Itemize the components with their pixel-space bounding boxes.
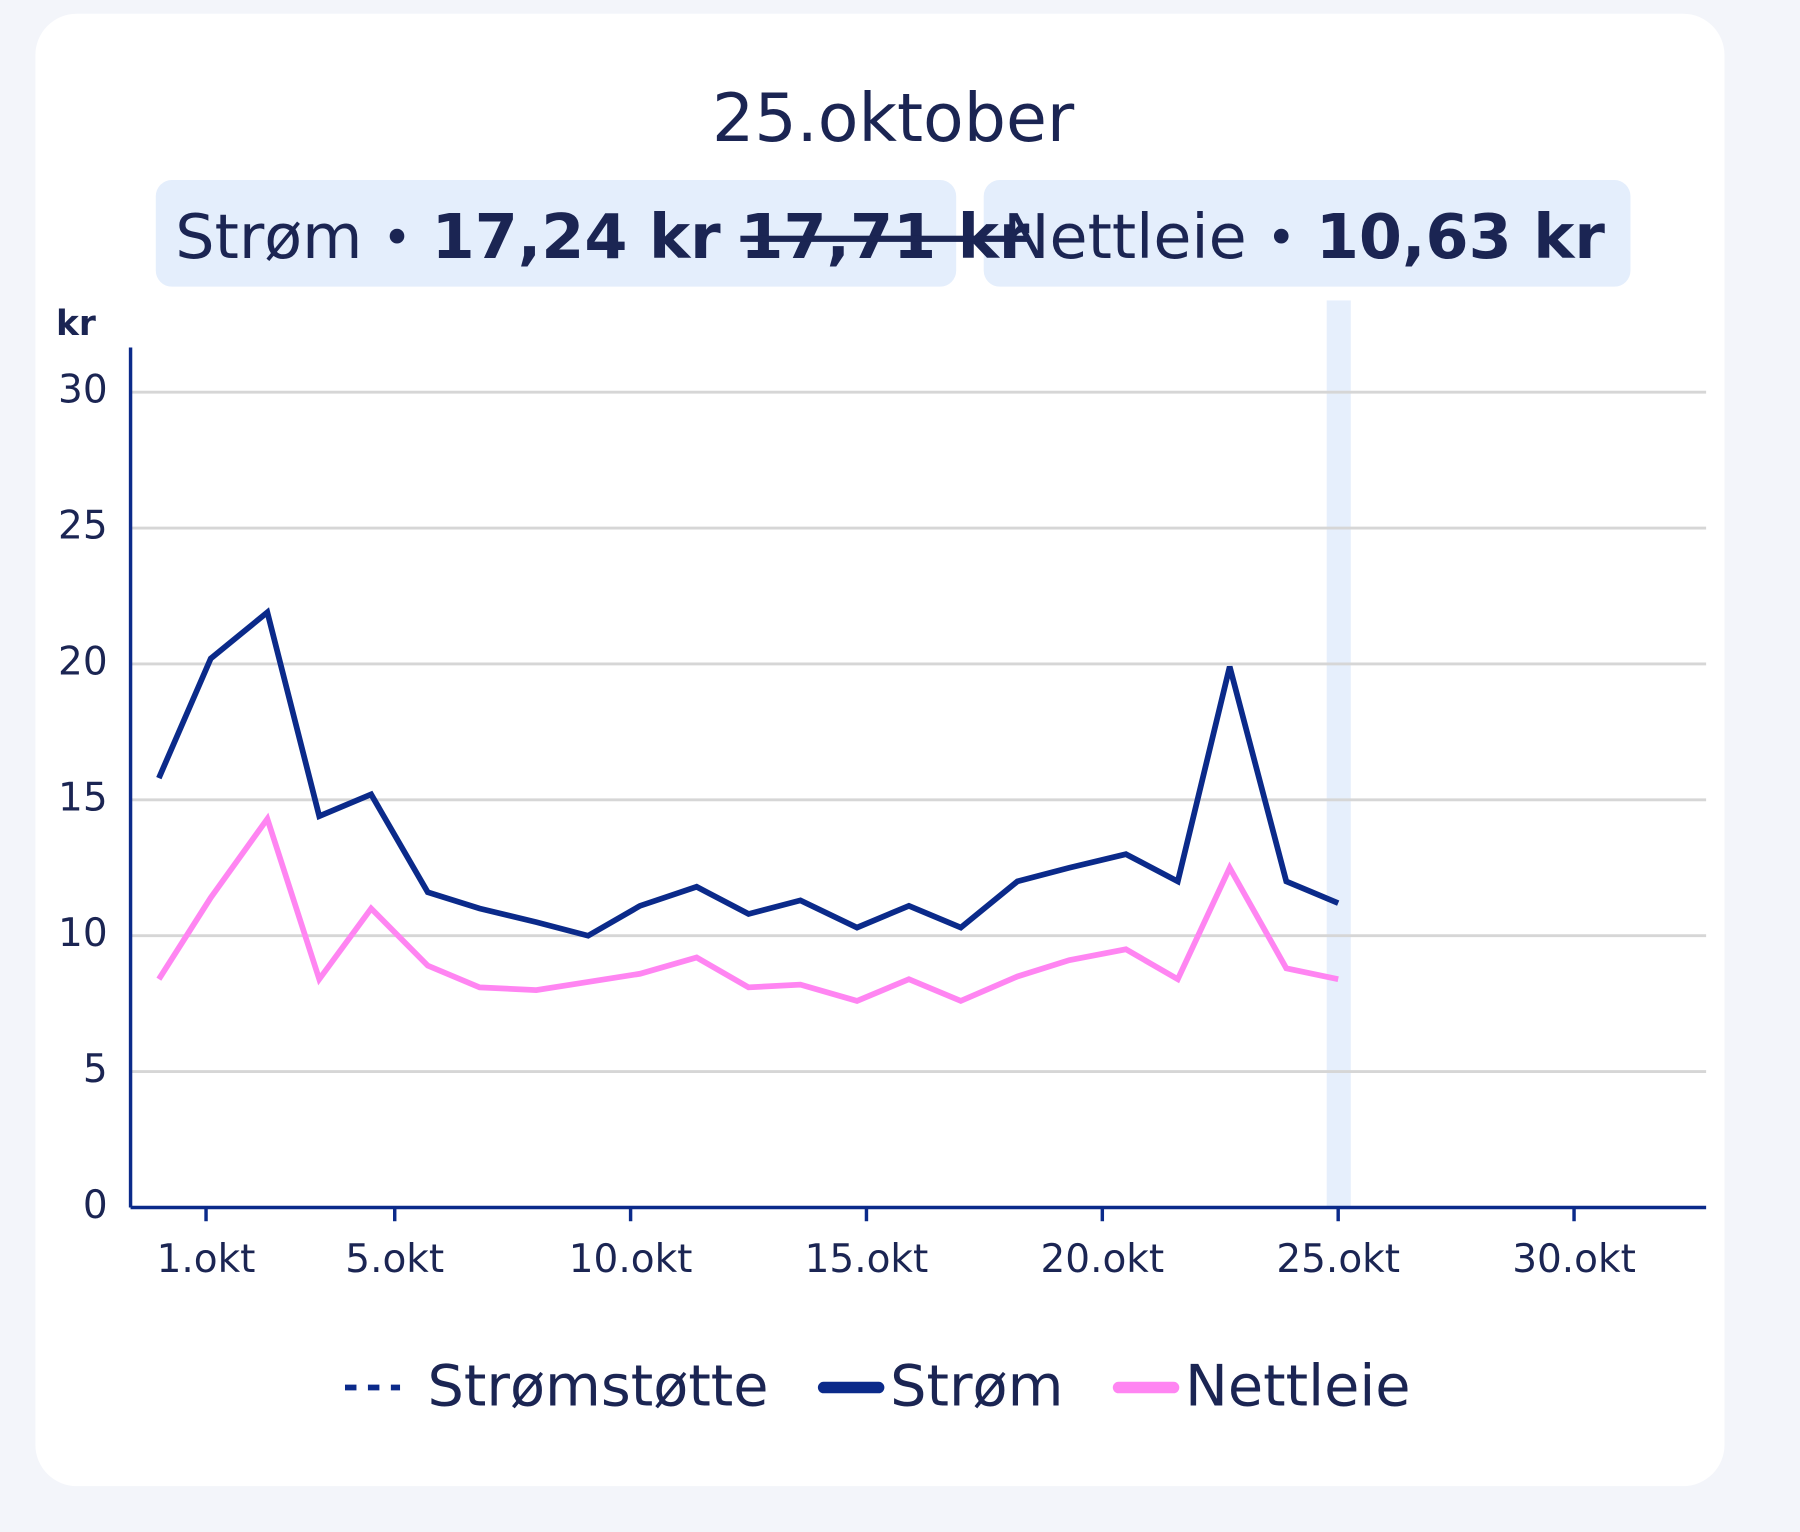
x-tick-label: 25.okt: [1276, 1237, 1400, 1282]
series-line: [156, 607, 1340, 939]
y-tick-label: 20: [58, 639, 108, 684]
legend-label: Nettleie: [1185, 1352, 1411, 1419]
summary-original-value: 17,71 kr: [740, 201, 1030, 273]
y-tick-label: 25: [58, 504, 108, 549]
summary-separator: •: [382, 207, 412, 266]
legend-item: Nettleie: [1112, 1352, 1411, 1419]
legend: Strømstøtte Strøm Nettleie: [344, 1352, 1411, 1419]
y-tick-label: 0: [83, 1183, 108, 1228]
summary-text: Strøm • 17,24 kr 17,71 kr: [175, 201, 1030, 273]
summary-pill: [155, 180, 957, 287]
summary-value: 10,63 kr: [1316, 201, 1606, 273]
x-tick-label: 1.okt: [157, 1237, 256, 1282]
y-tick-label: 5: [83, 1047, 108, 1092]
summary-pill: [983, 180, 1631, 287]
y-tick-label: 15: [58, 775, 108, 820]
x-tick-label: 15.okt: [805, 1237, 929, 1282]
series-line: [156, 812, 1339, 1005]
legend-label: Strøm: [890, 1352, 1063, 1419]
card: [35, 13, 1725, 1487]
x-tick-label: 20.okt: [1040, 1237, 1164, 1282]
summary-name: Nettleie: [1003, 201, 1247, 273]
summary-name: Strøm: [175, 201, 362, 273]
y-tick-label: 30: [58, 368, 108, 413]
y-tick-label: 10: [58, 911, 108, 956]
highlight-band: [1326, 300, 1351, 1208]
x-tick-label: 5.okt: [345, 1237, 444, 1282]
summary-text: Nettleie • 10,63 kr: [1003, 201, 1605, 273]
legend-item: Strøm: [817, 1352, 1063, 1419]
chart-title: 25.oktober: [712, 79, 1075, 157]
x-tick-label: 30.okt: [1512, 1237, 1636, 1282]
summary-separator: •: [1266, 207, 1296, 266]
legend-item: Strømstøtte: [344, 1352, 769, 1419]
summary-value: 17,24 kr: [432, 201, 722, 273]
x-tick-label: 10.okt: [569, 1237, 693, 1282]
legend-label: Strømstøtte: [428, 1352, 769, 1419]
y-axis-label: kr: [56, 304, 96, 344]
